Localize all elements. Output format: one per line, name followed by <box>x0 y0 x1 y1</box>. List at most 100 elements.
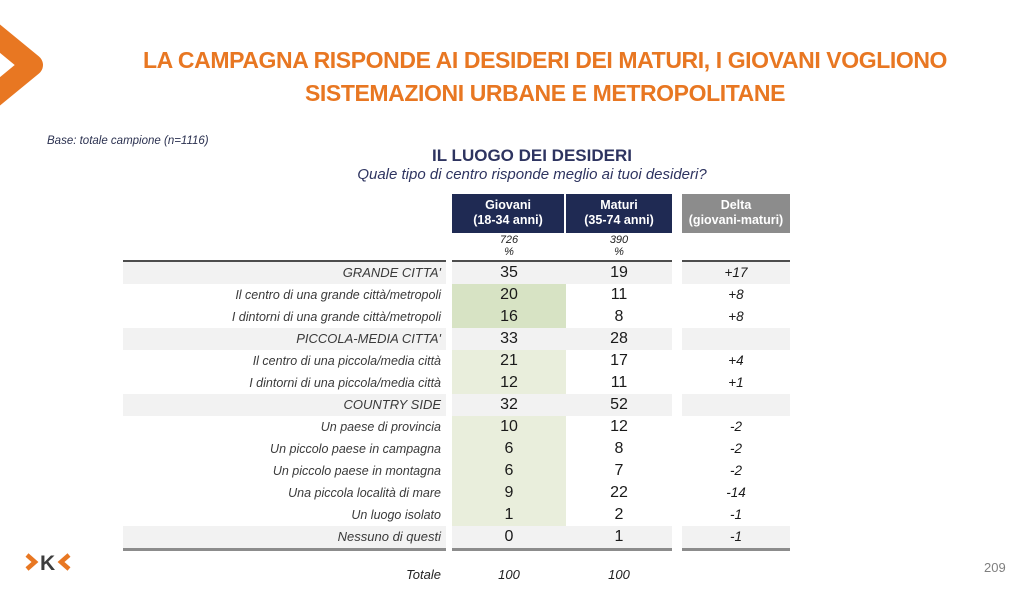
total-label: Totale <box>406 567 441 582</box>
delta-value: -1 <box>682 526 790 548</box>
total-maturi: 100 <box>608 567 630 582</box>
giovani-value: 20 <box>452 284 566 306</box>
row-label: Una piccola località di mare <box>288 486 441 500</box>
maturi-base: 390 % <box>566 234 672 260</box>
table-row: Un paese di provincia 10 12 -2 <box>123 416 790 438</box>
chart-title: IL LUOGO DEI DESIDERI <box>432 146 632 165</box>
delta-value: +8 <box>728 309 744 324</box>
total-row: Totale 100 100 <box>123 566 790 584</box>
giovani-value: 6 <box>452 460 566 482</box>
row-label: I dintorni di una grande città/metropoli <box>231 310 441 324</box>
column-header-delta: Delta (giovani-maturi) <box>682 194 790 233</box>
table-row: Il centro di una grande città/metropoli 2… <box>123 284 790 306</box>
row-label: PICCOLA-MEDIA CITTA' <box>123 328 446 350</box>
row-label: Un piccolo paese in montagna <box>272 464 441 478</box>
maturi-value: 11 <box>610 374 628 391</box>
maturi-value: 52 <box>610 396 628 413</box>
maturi-value: 7 <box>614 462 624 479</box>
delta-value: +8 <box>728 287 744 302</box>
table-row: Un luogo isolato 1 2 -1 <box>123 504 790 526</box>
table-top-rule <box>123 260 790 262</box>
row-label: GRANDE CITTA' <box>123 262 446 284</box>
sample-base-row: 726 % 390 % <box>123 233 790 260</box>
row-label: I dintorni di una piccola/media città <box>249 376 441 390</box>
maturi-value: 28 <box>610 330 628 347</box>
maturi-value: 2 <box>614 506 624 523</box>
maturi-value: 17 <box>610 352 628 369</box>
maturi-value: 8 <box>614 308 624 325</box>
slide-title-line2: SISTEMAZIONI URBANE E METROPOLITANE <box>304 80 786 106</box>
table-header-row: Giovani (18-34 anni) Maturi (35-74 anni)… <box>123 194 790 233</box>
page-number: 209 <box>984 560 1006 575</box>
giovani-value: 10 <box>452 416 566 438</box>
table-row: Il centro di una piccola/media città 21 17… <box>123 350 790 372</box>
delta-value <box>682 394 790 416</box>
logo-right-chevron-icon <box>57 553 71 571</box>
delta-value: -14 <box>726 485 746 500</box>
column-header-giovani: Giovani (18-34 anni) <box>452 194 564 233</box>
giovani-value: 35 <box>500 264 518 281</box>
column-header-delta-sub: (giovani-maturi) <box>688 213 784 227</box>
maturi-value: 19 <box>610 264 628 281</box>
row-label: Il centro di una grande città/metropoli <box>235 288 441 302</box>
maturi-value: 8 <box>614 440 624 457</box>
table-row: Nessuno di questi 0 1 -1 <box>123 526 790 548</box>
slide-accent-chevron-icon <box>0 24 43 106</box>
maturi-value: 12 <box>610 418 628 435</box>
column-header-maturi: Maturi (35-74 anni) <box>566 194 672 233</box>
giovani-value: 0 <box>504 528 514 545</box>
giovani-value: 33 <box>500 330 518 347</box>
delta-value: -2 <box>729 419 742 434</box>
total-giovani: 100 <box>498 567 520 582</box>
giovani-base-n: 726 <box>499 234 519 246</box>
delta-value: -2 <box>729 463 742 478</box>
table-row: COUNTRY SIDE 32 52 <box>123 394 790 416</box>
column-header-maturi-sub: (35-74 anni) <box>584 213 654 227</box>
giovani-value: 9 <box>452 482 566 504</box>
column-header-giovani-title: Giovani <box>485 198 531 212</box>
table-row: Una piccola località di mare 9 22 -14 <box>123 482 790 504</box>
company-logo: K <box>25 552 71 575</box>
row-label: Un piccolo paese in campagna <box>270 442 441 456</box>
table-row: Un piccolo paese in campagna 6 8 -2 <box>123 438 790 460</box>
giovani-value: 16 <box>452 306 566 328</box>
maturi-value: 1 <box>614 528 624 545</box>
logo-left-chevron-icon <box>25 553 39 571</box>
table-row: PICCOLA-MEDIA CITTA' 33 28 <box>123 328 790 350</box>
table-row: Un piccolo paese in montagna 6 7 -2 <box>123 460 790 482</box>
row-label: Un luogo isolato <box>351 508 441 522</box>
row-label: Il centro di una piccola/media città <box>252 354 441 368</box>
giovani-value: 1 <box>452 504 566 526</box>
results-table: Giovani (18-34 anni) Maturi (35-74 anni)… <box>123 194 790 584</box>
maturi-base-n: 390 <box>609 234 629 246</box>
delta-value: +4 <box>728 353 744 368</box>
delta-value: +1 <box>728 375 744 390</box>
giovani-base: 726 % <box>452 234 566 260</box>
column-header-maturi-title: Maturi <box>600 198 638 212</box>
row-label: COUNTRY SIDE <box>123 394 446 416</box>
slide-title-line1: LA CAMPAGNA RISPONDE AI DESIDERI DEI MAT… <box>142 47 948 73</box>
base-note: Base: totale campione (n=1116) <box>47 135 209 147</box>
logo-letter: K <box>40 552 55 575</box>
slide-title: LA CAMPAGNA RISPONDE AI DESIDERI DEI MAT… <box>65 44 1024 110</box>
maturi-value: 11 <box>610 286 628 303</box>
giovani-value: 12 <box>452 372 566 394</box>
column-header-delta-title: Delta <box>720 198 752 212</box>
giovani-value: 32 <box>500 396 518 413</box>
giovani-value: 21 <box>452 350 566 372</box>
row-label: Un paese di provincia <box>320 420 441 434</box>
table-row: GRANDE CITTA' 35 19 +17 <box>123 262 790 284</box>
table-row: I dintorni di una grande città/metropoli… <box>123 306 790 328</box>
table-bottom-rule <box>123 548 790 551</box>
table-body: GRANDE CITTA' 35 19 +17 Il centro di una gra… <box>123 262 790 548</box>
maturi-base-percent: % <box>614 246 624 258</box>
giovani-base-percent: % <box>504 246 514 258</box>
column-header-giovani-sub: (18-34 anni) <box>473 213 543 227</box>
row-label: Nessuno di questi <box>123 526 446 548</box>
delta-value: -2 <box>729 441 742 456</box>
chart-question: Quale tipo di centro risponde meglio ai … <box>357 166 707 183</box>
giovani-value: 6 <box>452 438 566 460</box>
delta-value: +17 <box>682 262 790 284</box>
delta-value <box>682 328 790 350</box>
